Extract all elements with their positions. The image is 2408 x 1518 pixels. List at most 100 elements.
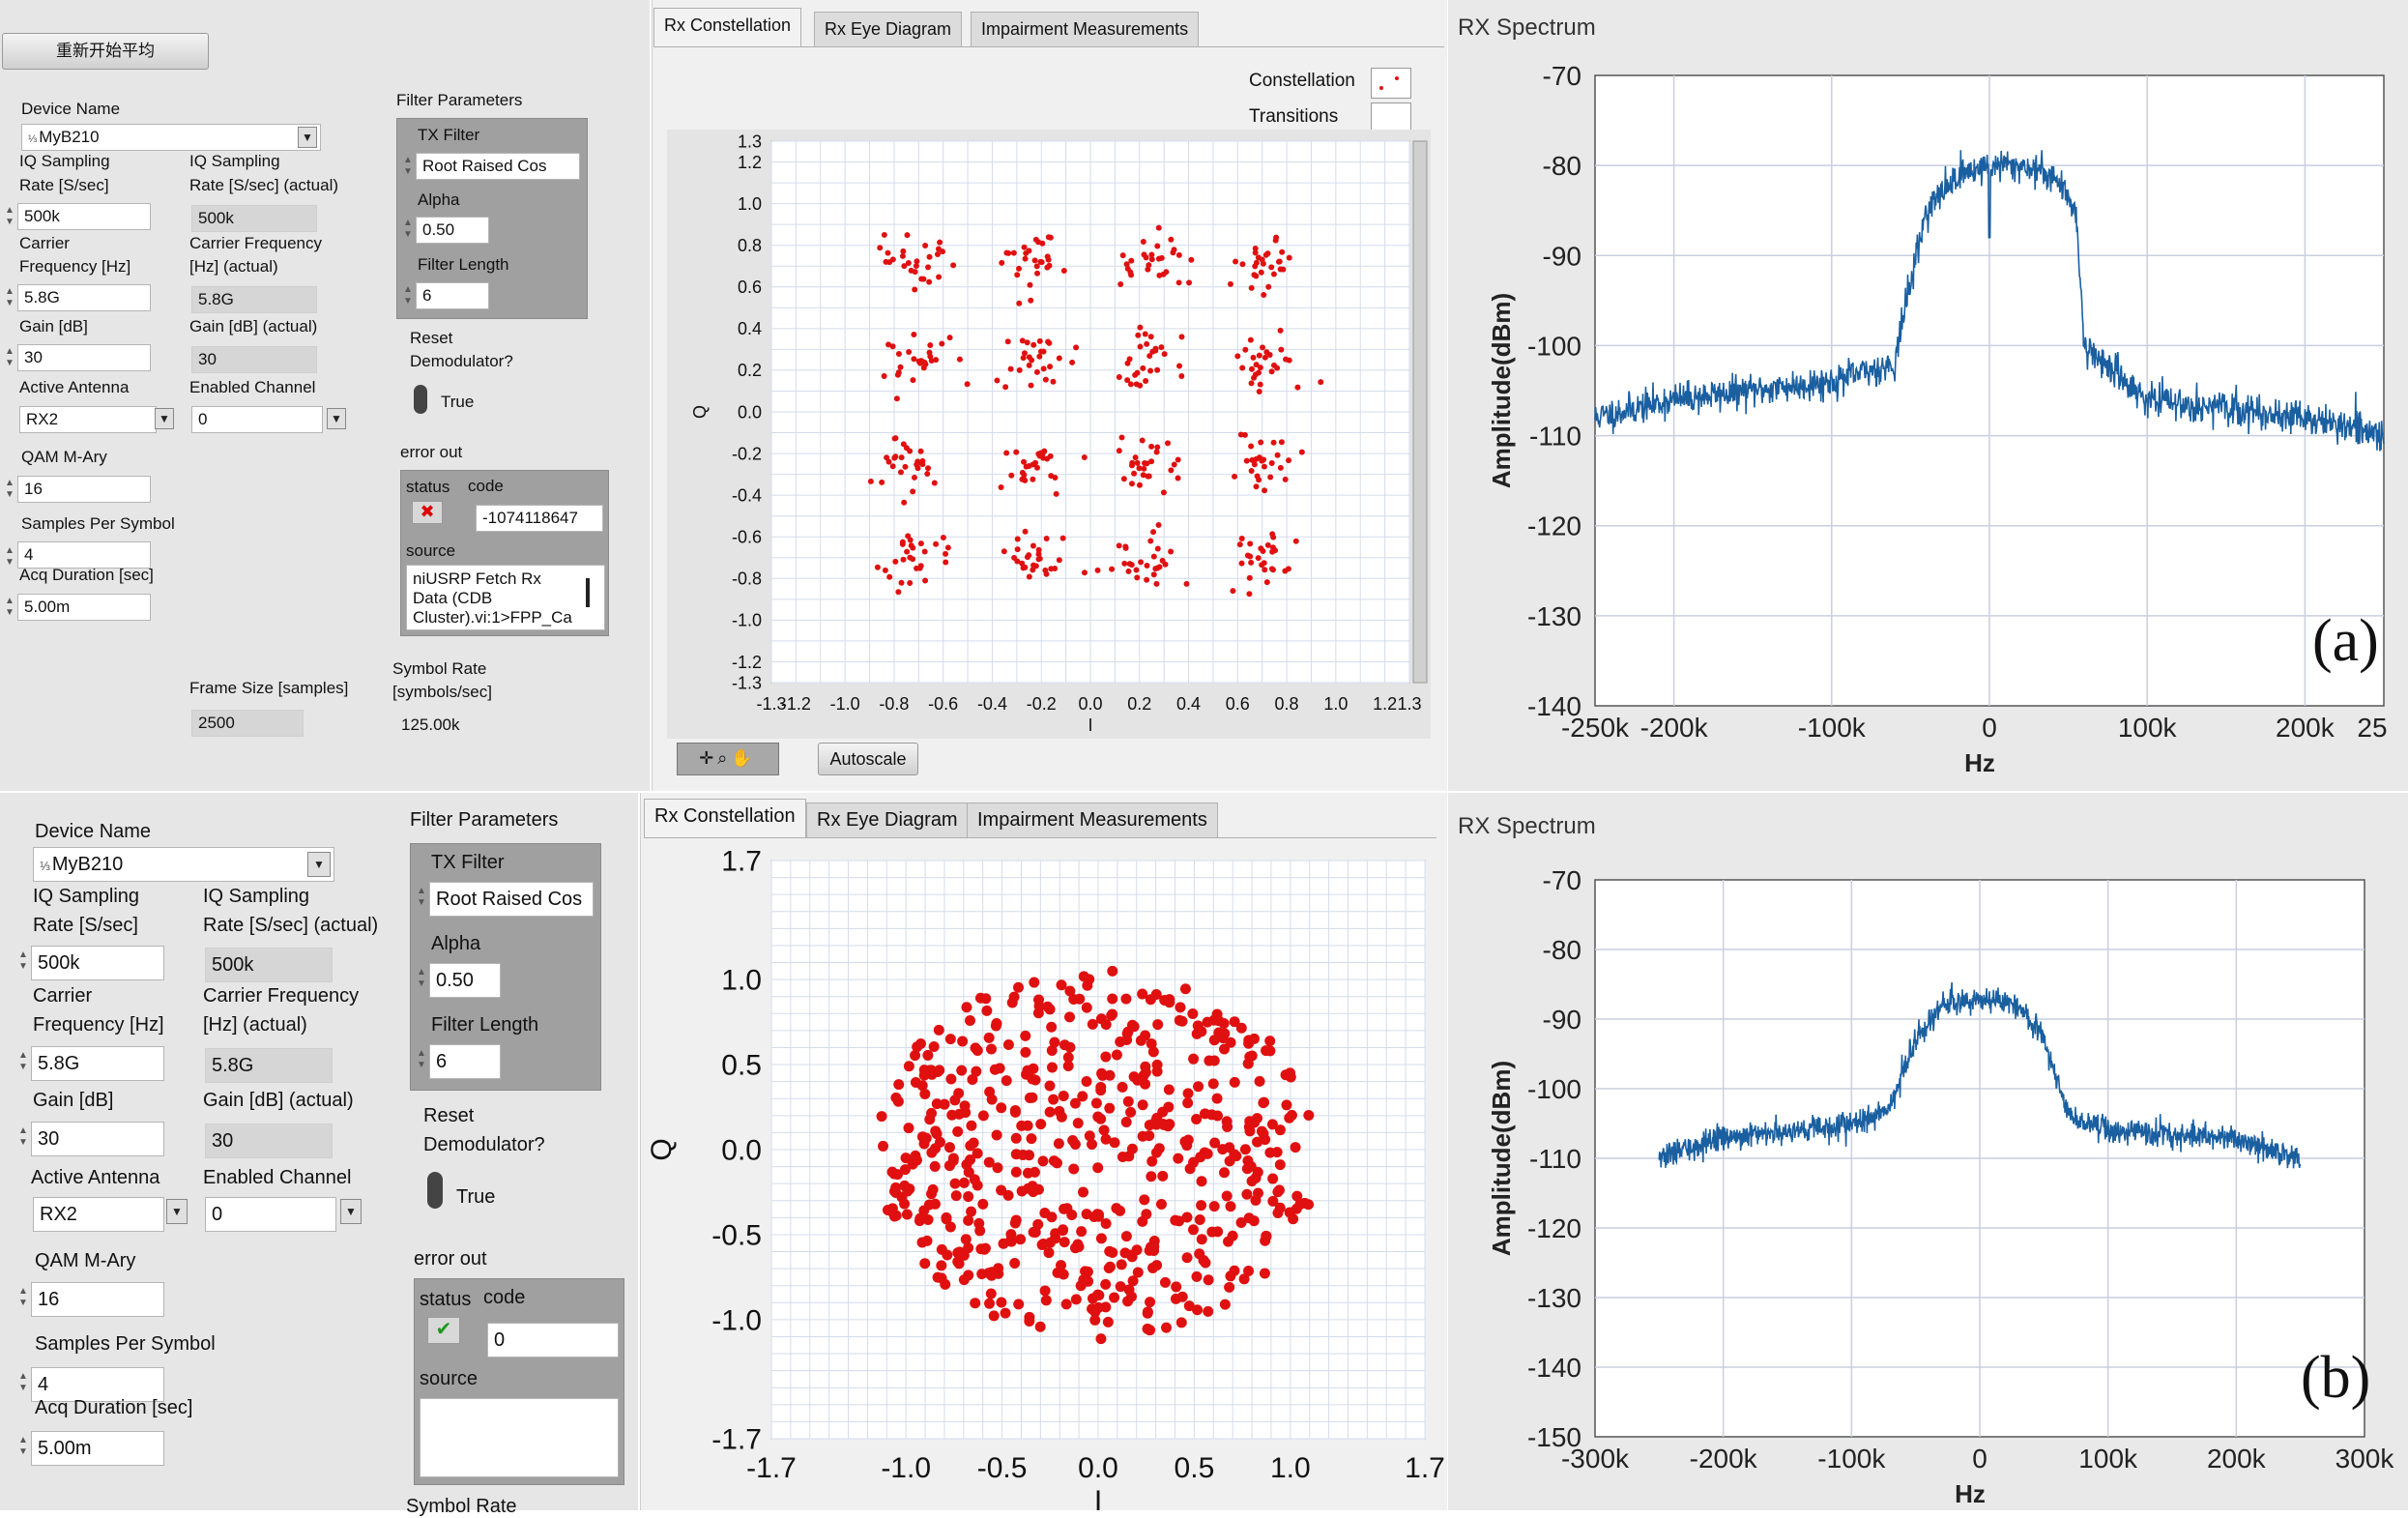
source-label-b: source: [420, 1368, 479, 1389]
reset-average-button[interactable]: 重新开始平均: [2, 33, 209, 70]
constellation-point: [1013, 981, 1025, 993]
iq-rate-spinner-b[interactable]: ▲ ▼: [18, 949, 28, 972]
tx-filter-input-b[interactable]: Root Raised Cos: [429, 882, 594, 917]
constellation-point: [1053, 1138, 1064, 1150]
tab-rx-constellation-a[interactable]: Rx Constellation: [653, 8, 802, 46]
alpha-spinner[interactable]: ▲ ▼: [403, 218, 413, 240]
constellation-point: [941, 1213, 952, 1225]
constellation-point: [925, 264, 932, 271]
tab-rx-eye-diagram-a[interactable]: Rx Eye Diagram: [814, 12, 963, 46]
constellation-point: [1128, 257, 1135, 264]
constellation-point: [1268, 459, 1275, 466]
sps-spinner[interactable]: ▲ ▼: [5, 545, 15, 568]
iq-rate-spinner[interactable]: ▲ ▼: [5, 205, 15, 227]
constellation-point: [1154, 243, 1161, 249]
filter-length-spinner-b[interactable]: ▲ ▼: [417, 1048, 426, 1070]
device-name-dropdown-arrow-b[interactable]: ▼: [307, 852, 331, 877]
carrier-frequency-input-b[interactable]: 5.8G: [31, 1046, 164, 1081]
carrier-frequency-input[interactable]: 5.8G: [17, 284, 151, 311]
constellation-point: [1064, 1041, 1076, 1053]
active-antenna-select[interactable]: RX2: [19, 406, 157, 433]
channel-dropdown-arrow-b[interactable]: ▼: [340, 1199, 362, 1224]
constellation-point: [1002, 1189, 1014, 1201]
constellation-point: [924, 471, 931, 478]
gain-spinner[interactable]: ▲ ▼: [5, 346, 15, 368]
reset-demod-toggle-b[interactable]: [427, 1172, 443, 1209]
constellation-point: [1225, 1036, 1236, 1048]
graph-palette[interactable]: ✛⌕✋: [677, 743, 779, 775]
enabled-channel-select[interactable]: 0: [191, 406, 323, 433]
qam-spinner-b[interactable]: ▲ ▼: [18, 1286, 28, 1308]
iq-rate-input[interactable]: 500k: [17, 203, 151, 230]
acq-spinner[interactable]: ▲ ▼: [5, 596, 15, 618]
tab-impairment-measurements-a[interactable]: Impairment Measurements: [971, 12, 1200, 46]
tx-filter-spinner[interactable]: ▲ ▼: [403, 155, 413, 177]
tab-rx-constellation-b[interactable]: Rx Constellation: [644, 799, 806, 837]
gain-input-b[interactable]: 30: [31, 1122, 164, 1156]
y-tick-label: 0.0: [738, 402, 762, 422]
iq-rate-input-b[interactable]: 500k: [31, 946, 164, 980]
y-tick-label: -1.2: [732, 653, 762, 672]
channel-dropdown-arrow[interactable]: ▼: [327, 408, 346, 429]
filter-length-spinner[interactable]: ▲ ▼: [403, 284, 413, 307]
constellation-point: [1258, 269, 1264, 276]
filter-length-input-b[interactable]: 6: [429, 1044, 501, 1079]
antenna-dropdown-arrow[interactable]: ▼: [155, 408, 174, 429]
qam-input-b[interactable]: 16: [31, 1282, 164, 1317]
carrier-spinner-b[interactable]: ▲ ▼: [18, 1050, 28, 1072]
sps-input-b[interactable]: 4: [31, 1367, 164, 1402]
carrier-spinner[interactable]: ▲ ▼: [5, 286, 15, 308]
gain-spinner-b[interactable]: ▲ ▼: [18, 1125, 28, 1148]
sps-spinner-b[interactable]: ▲ ▼: [18, 1371, 28, 1393]
constellation-point: [1261, 463, 1267, 470]
zoom-icon[interactable]: ⌕: [717, 748, 732, 768]
device-name-select-b[interactable]: ⅓ MyB210: [33, 847, 334, 882]
gain-input[interactable]: 30: [17, 344, 151, 371]
constellation-point: [1269, 548, 1276, 555]
qam-input[interactable]: 16: [17, 476, 151, 503]
y-tick-label: -100: [1527, 331, 1581, 361]
tx-filter-spinner-b[interactable]: ▲ ▼: [417, 886, 426, 908]
alpha-input[interactable]: 0.50: [416, 217, 489, 244]
constellation-point: [1235, 1217, 1247, 1229]
device-name-dropdown-arrow[interactable]: ▼: [298, 127, 317, 148]
constellation-point: [913, 263, 919, 270]
acq-duration-input-b[interactable]: 5.00m: [31, 1431, 164, 1466]
alpha-input-b[interactable]: 0.50: [429, 963, 501, 998]
filter-length-input[interactable]: 6: [416, 282, 489, 309]
constellation-point: [1145, 266, 1151, 273]
qam-spinner[interactable]: ▲ ▼: [5, 478, 15, 500]
acq-duration-input[interactable]: 5.00m: [17, 594, 151, 621]
alpha-spinner-b[interactable]: ▲ ▼: [417, 967, 426, 989]
constellation-point: [912, 286, 918, 293]
constellation-point: [1187, 1224, 1199, 1236]
constellation-point: [1175, 456, 1181, 463]
constellation-point: [1273, 234, 1280, 241]
crosshair-icon[interactable]: ✛: [699, 748, 718, 768]
reset-demod-toggle[interactable]: [414, 385, 427, 414]
autoscale-button[interactable]: Autoscale: [818, 743, 918, 775]
tx-filter-input[interactable]: Root Raised Cos: [416, 153, 580, 180]
constellation-point: [898, 454, 905, 461]
tab-rx-eye-diagram-b[interactable]: Rx Eye Diagram: [806, 803, 969, 837]
constellation-point: [1003, 249, 1010, 256]
acq-spinner-b[interactable]: ▲ ▼: [18, 1435, 28, 1457]
tab-impairment-measurements-b[interactable]: Impairment Measurements: [967, 803, 1218, 837]
constellation-point: [1259, 1096, 1270, 1108]
constellation-point: [904, 548, 911, 555]
constellation-point: [1030, 562, 1037, 569]
active-antenna-select-b[interactable]: RX2: [33, 1197, 164, 1232]
pan-hand-icon[interactable]: ✋: [731, 748, 757, 768]
sps-input[interactable]: 4: [17, 541, 151, 569]
device-name-select[interactable]: ⅓ MyB210: [21, 124, 321, 151]
enabled-channel-select-b[interactable]: 0: [205, 1197, 336, 1232]
constellation-point: [1238, 535, 1245, 541]
antenna-dropdown-arrow-b[interactable]: ▼: [166, 1199, 188, 1224]
constellation-point: [1077, 1091, 1088, 1102]
constellation-point: [1143, 254, 1149, 261]
constellation-point: [893, 1079, 905, 1091]
constellation-point: [918, 276, 925, 282]
constellation-point: [1247, 540, 1254, 547]
source-scrollbar[interactable]: [586, 578, 590, 607]
constellation-point: [1250, 354, 1257, 361]
